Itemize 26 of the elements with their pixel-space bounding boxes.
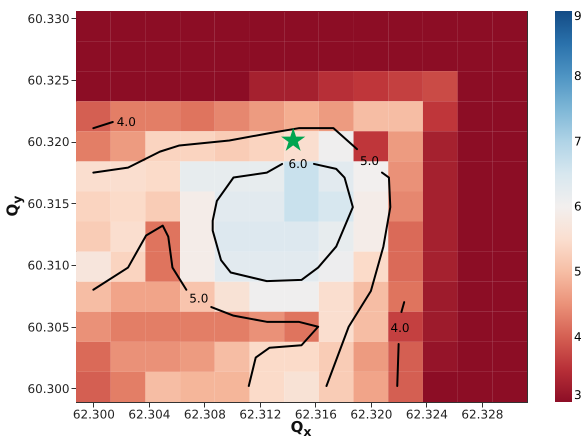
annotation: 4.0: [116, 115, 136, 130]
color-bar-label: 4: [574, 330, 582, 344]
x-tick-label: 62.324: [406, 408, 448, 422]
y-tick-label: 60.320: [28, 135, 70, 150]
annotation: 4.0: [390, 320, 410, 335]
x-tick-label: 62.308: [184, 408, 226, 422]
x-tick-label: 62.312: [239, 408, 282, 422]
y-tick-label: 60.330: [28, 12, 70, 26]
x-tick-label: 62.304: [128, 408, 170, 422]
y-tick-label: 60.325: [28, 74, 70, 88]
x-tick-label: 62.300: [72, 408, 115, 422]
color-bar-label: 7: [574, 134, 582, 148]
color-bar-label: 3: [574, 388, 582, 402]
color-bar-label: 5: [574, 264, 582, 279]
y-tick-label: 60.310: [28, 258, 70, 273]
y-tick-label: 60.300: [28, 382, 70, 396]
color-bar-label: 9: [574, 9, 582, 23]
annotation: 6.0: [288, 156, 308, 171]
x-tick-label: 62.328: [461, 408, 504, 422]
y-tick-label: 60.305: [28, 320, 70, 334]
color-bar-label: 8: [574, 69, 582, 84]
y-tick-label: 60.315: [28, 196, 70, 211]
annotation: 5.0: [189, 291, 208, 306]
annotation: 5.0: [360, 154, 380, 168]
color-bar-label: 6: [574, 200, 582, 214]
x-tick-label: 62.320: [350, 408, 392, 422]
